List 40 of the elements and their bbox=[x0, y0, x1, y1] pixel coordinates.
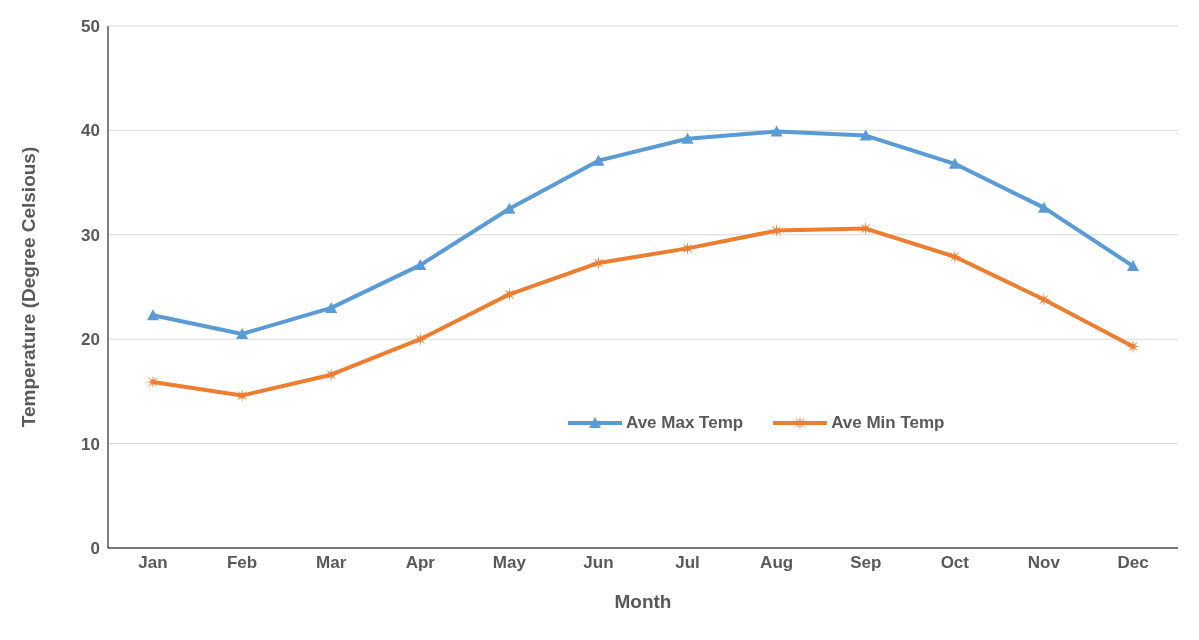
point bbox=[769, 223, 784, 238]
point bbox=[1127, 260, 1139, 272]
x-tick-label: Oct bbox=[940, 553, 970, 573]
point bbox=[1037, 201, 1050, 213]
y-tick-label: 50 bbox=[81, 17, 100, 37]
y-tick-label: 30 bbox=[81, 225, 100, 245]
point bbox=[502, 287, 517, 302]
x-tick-label: Jun bbox=[583, 553, 614, 573]
point bbox=[325, 301, 338, 313]
point bbox=[859, 129, 872, 141]
x-tick-label: Nov bbox=[1027, 553, 1061, 573]
x-tick-label: Apr bbox=[405, 553, 436, 573]
point bbox=[680, 241, 695, 256]
x-tick-label: Jan bbox=[138, 553, 168, 573]
point bbox=[770, 125, 783, 137]
point bbox=[592, 154, 605, 166]
y-tick-label: 10 bbox=[81, 434, 100, 454]
point bbox=[147, 309, 159, 321]
x-tick-label: Mar bbox=[316, 553, 347, 573]
x-tick-label: Jul bbox=[675, 553, 700, 573]
point bbox=[236, 327, 249, 339]
x-tick-label: Sep bbox=[850, 553, 882, 573]
point bbox=[146, 375, 160, 389]
point bbox=[681, 132, 694, 144]
x-axis-title: Month bbox=[614, 591, 672, 612]
point bbox=[414, 259, 427, 271]
y-axis-title: Temperature (Degree Celsious) bbox=[17, 146, 39, 428]
y-tick-label: 40 bbox=[81, 121, 100, 141]
y-tick-label: 20 bbox=[81, 330, 100, 350]
point bbox=[324, 367, 339, 382]
legend-label: Ave Min Temp bbox=[831, 413, 945, 433]
legend-label: Ave Max Temp bbox=[626, 413, 744, 433]
x-tick-label: Feb bbox=[226, 553, 258, 573]
point bbox=[948, 157, 961, 169]
y-tick-label: 0 bbox=[90, 539, 100, 559]
point bbox=[413, 332, 428, 347]
x-tick-label: Aug bbox=[760, 553, 794, 573]
point bbox=[1036, 292, 1051, 307]
x-tick-label: May bbox=[492, 553, 527, 573]
x-tick-label: Dec bbox=[1117, 553, 1149, 573]
